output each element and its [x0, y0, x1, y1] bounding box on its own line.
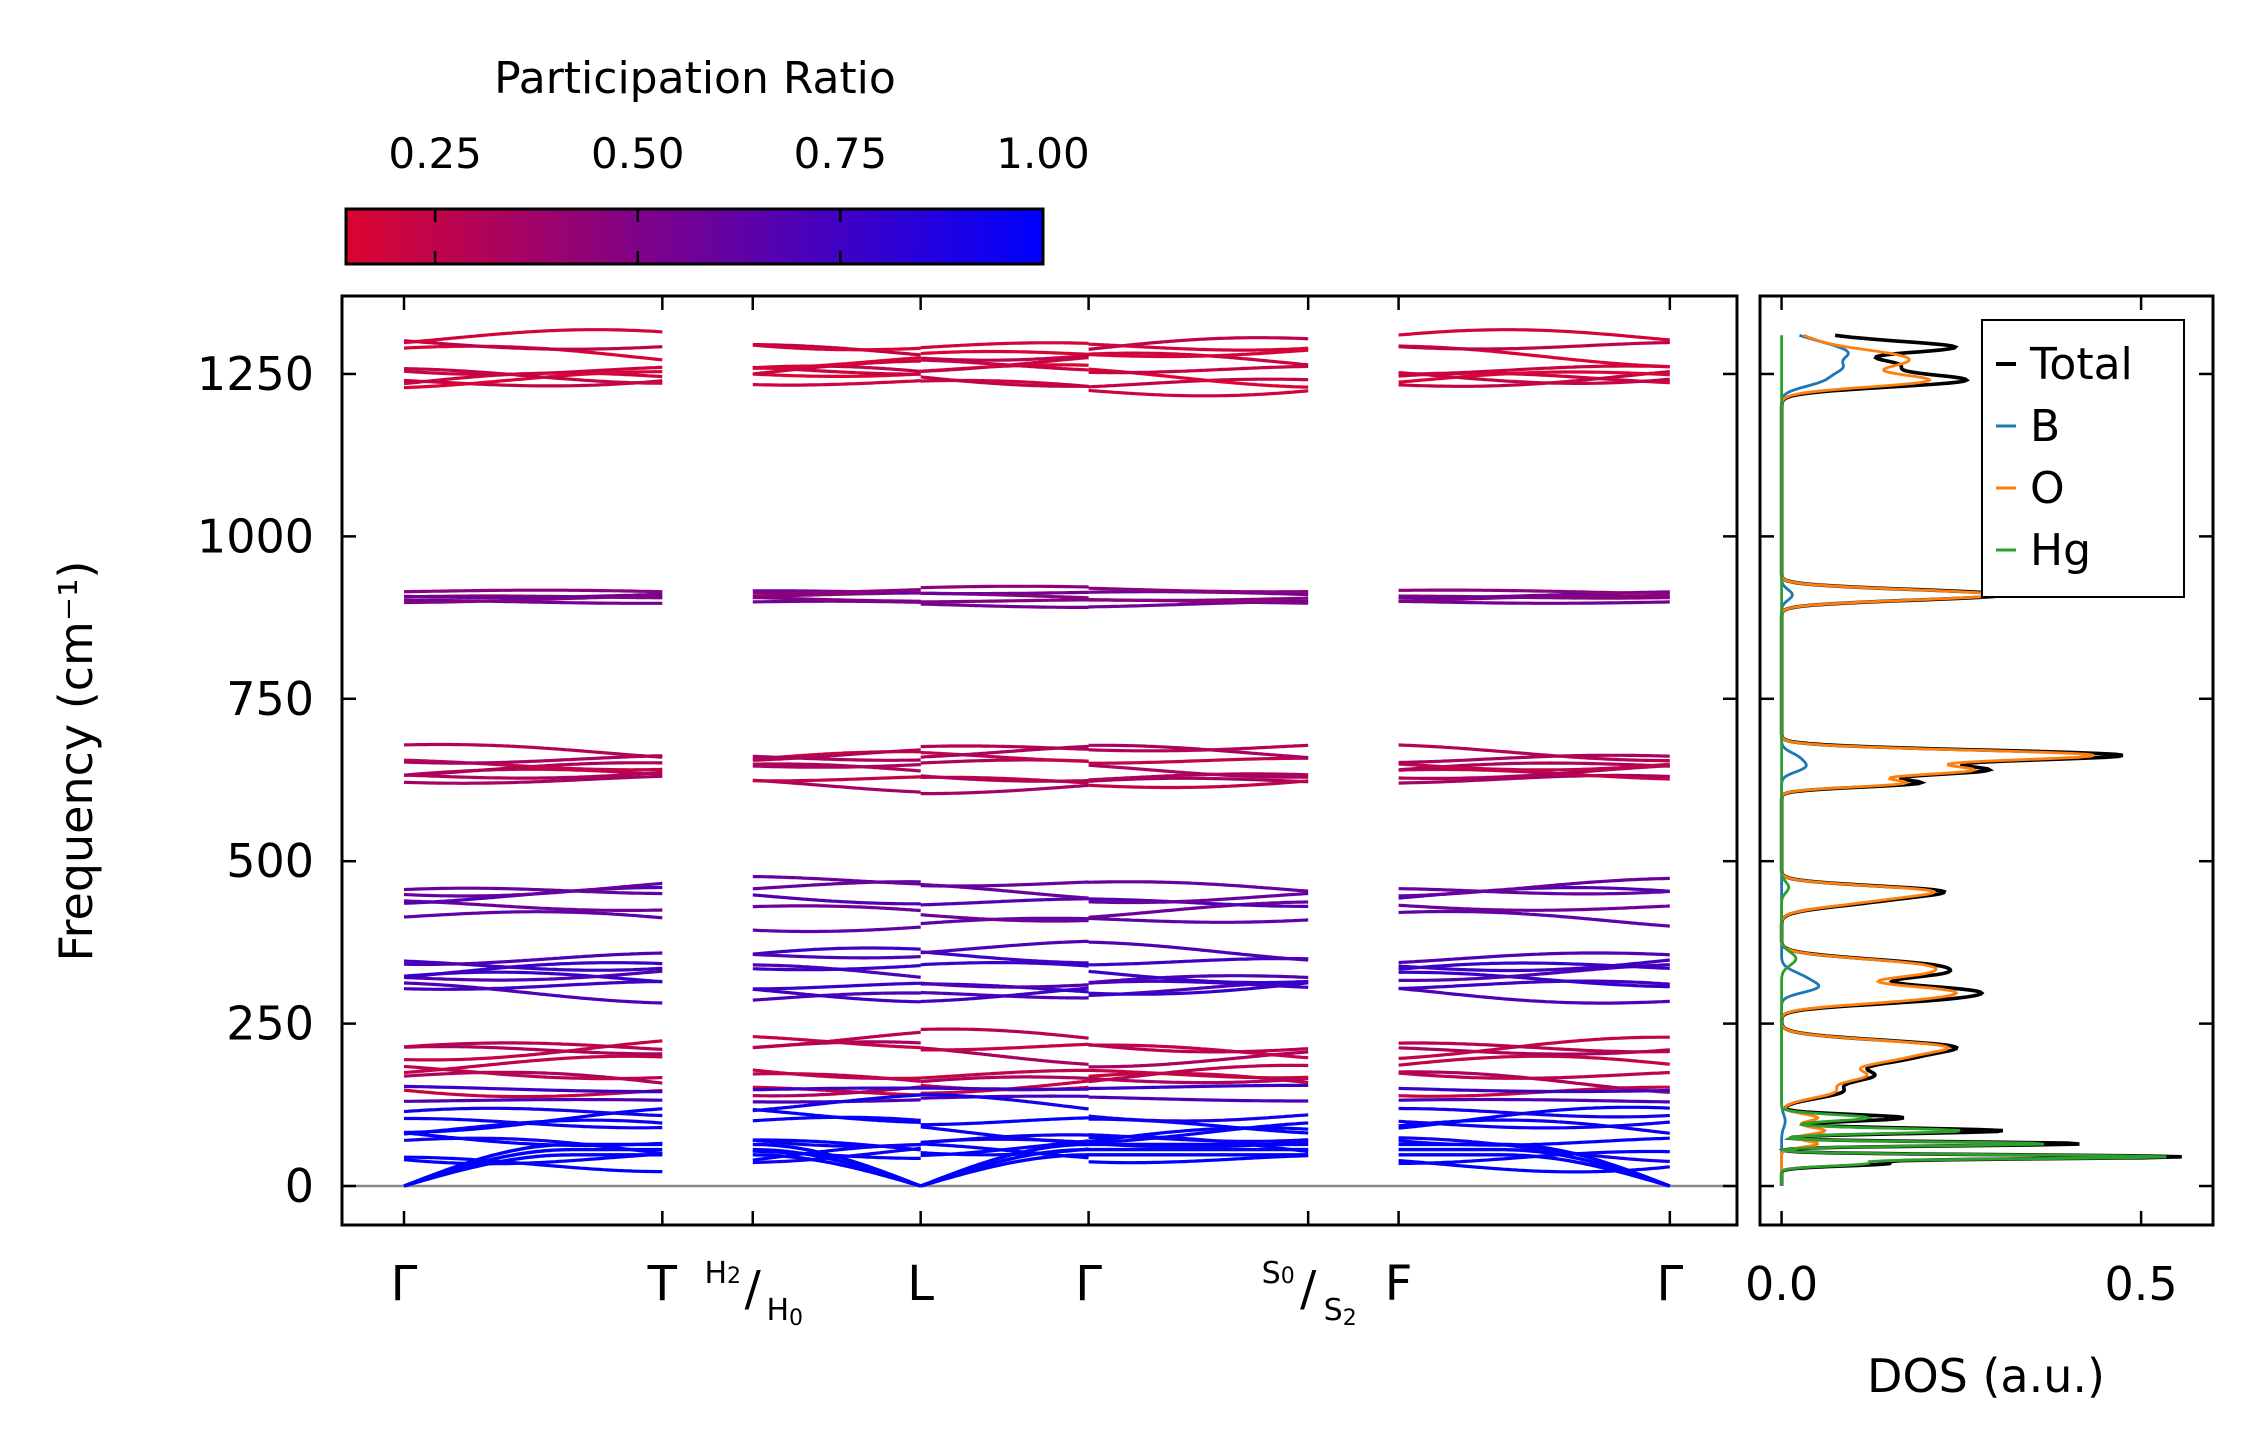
phonon-band	[403, 880, 1670, 905]
dos-panel: 0.0 0.5 DOS (a.u.) Total BO Hg	[1745, 294, 2215, 1403]
legend-label-hg: Hg	[2030, 525, 2091, 576]
legend-label-b: B	[2030, 401, 2060, 452]
dos-x-axis-label: DOS (a.u.)	[1867, 1349, 2105, 1403]
phonon-band	[403, 351, 1670, 376]
phonon-band	[403, 336, 1670, 362]
y-tick-label: 250	[226, 997, 314, 1051]
phonon-band	[403, 1054, 1670, 1081]
phonon-band	[403, 750, 1670, 772]
dos-y-ticks	[1760, 372, 2213, 1188]
phonon-band	[403, 1092, 1670, 1123]
k-point-split-label: H2/H0	[704, 1256, 803, 1331]
phonon-band	[403, 1126, 1670, 1157]
y-tick-label: 500	[226, 834, 314, 888]
acoustic-branch	[403, 1142, 1671, 1188]
k-point-label: L	[907, 1256, 934, 1312]
k-label-top: S0	[1262, 1256, 1295, 1291]
colorbar-tick-label: 1.00	[996, 129, 1090, 178]
dos-curve-b	[1780, 333, 1850, 1186]
legend-frame	[1981, 319, 2185, 598]
acoustic-branch	[403, 1147, 1671, 1188]
band-k-ticks: Γ T H2/H0L Γ S0/S2F Γ	[391, 296, 1683, 1331]
acoustic-branch	[403, 1153, 1671, 1188]
dos-legend: Total BO Hg	[1981, 319, 2185, 598]
phonon-band	[403, 328, 1670, 352]
colorbar-tick-label: 0.75	[794, 129, 888, 178]
phonon-band	[403, 743, 1670, 765]
phonon-band	[403, 773, 1670, 796]
phonon-band	[403, 1070, 1670, 1098]
dos-x-tick-label: 0.0	[1745, 1257, 1818, 1311]
phonon-band	[403, 742, 1670, 763]
dos-curves	[1778, 333, 2182, 1186]
colorbar-tick-label: 0.50	[591, 129, 685, 178]
phonon-band	[403, 1027, 1670, 1054]
legend-label-total: Total	[2029, 339, 2133, 390]
k-label-slash: /	[745, 1261, 762, 1317]
k-label-bottom: H0	[766, 1293, 803, 1331]
phonon-band	[403, 1083, 1670, 1094]
y-tick-label: 750	[226, 672, 314, 726]
phonon-band	[403, 939, 1670, 966]
dos-plot-frame	[1758, 294, 2215, 1227]
band-lines	[342, 328, 1737, 1188]
k-label-top-sub: 0	[1281, 1264, 1295, 1289]
k-label-bottom-sub: 0	[789, 1306, 803, 1331]
phonon-band	[403, 1105, 1670, 1135]
phonon-band	[404, 1094, 1670, 1104]
dos-curve-hg	[1779, 335, 2167, 1186]
phonon-band	[404, 594, 1670, 605]
band-y-ticks: 0 250 500 750 1000 1250	[197, 347, 1737, 1213]
colorbar-title: Participation Ratio	[494, 53, 896, 104]
dos-x-ticks: 0.0 0.5	[1745, 296, 2178, 1311]
colorbar-ticks: 0.25 0.50 0.75 1.00	[388, 129, 1090, 264]
phonon-band	[403, 767, 1670, 790]
k-point-label: Γ	[1075, 1256, 1102, 1312]
k-point-label: T	[647, 1256, 678, 1312]
k-label-bottom: S2	[1324, 1293, 1357, 1331]
y-tick-label: 1250	[197, 347, 314, 401]
band-plot-frame	[340, 294, 1739, 1227]
y-tick-label: 1000	[197, 509, 314, 563]
phonon-band	[403, 874, 1670, 898]
phonon-band	[403, 899, 1670, 923]
k-point-label: F	[1385, 1256, 1413, 1312]
phonon-band	[403, 961, 1670, 985]
phonon-band	[403, 584, 1670, 596]
k-point-label: Γ	[391, 1256, 418, 1312]
k-label-bottom-sub: 2	[1343, 1306, 1357, 1331]
k-point-split-label: S0/S2	[1262, 1256, 1357, 1331]
colorbar-tick-label: 0.25	[388, 129, 482, 178]
k-label-slash: /	[1300, 1261, 1317, 1317]
k-point-label: Γ	[1656, 1256, 1683, 1312]
k-label-top: H2	[704, 1256, 741, 1291]
colorbar: Participation Ratio 0.25 0.50 0.75 1.00	[344, 53, 1090, 266]
phonon-band	[403, 762, 1670, 783]
phonon-band	[403, 946, 1670, 973]
phonon-band	[403, 979, 1670, 1004]
dos-x-tick-label: 0.5	[2105, 1257, 2178, 1311]
colorbar-gradient	[344, 207, 1045, 266]
y-axis-label: Frequency (cm⁻¹)	[49, 561, 103, 962]
legend-label-o: O	[2030, 463, 2065, 514]
y-tick-label: 0	[285, 1159, 314, 1213]
phonon-band	[403, 1035, 1670, 1062]
k-label-top-sub: 2	[727, 1264, 741, 1289]
